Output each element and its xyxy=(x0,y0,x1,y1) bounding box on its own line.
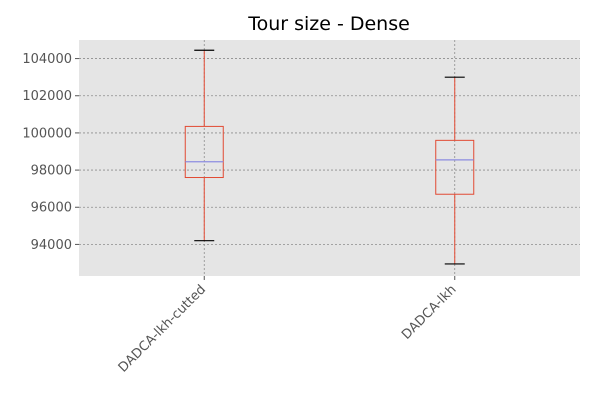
y-tick-label: 98000 xyxy=(31,164,72,179)
box-iqr xyxy=(184,125,224,179)
y-tick-labels: 94000 96000 98000 100000 102000 104000 xyxy=(22,52,79,253)
box-iqr xyxy=(435,139,475,195)
chart-title: Tour size - Dense xyxy=(247,13,410,35)
box-plots xyxy=(184,49,475,265)
y-tick-label: 94000 xyxy=(31,238,72,253)
y-tick-label: 96000 xyxy=(31,201,72,216)
box-plot-0 xyxy=(184,49,224,242)
box-plot-1 xyxy=(435,76,475,265)
y-tick-label: 104000 xyxy=(22,52,72,67)
x-tick-label: DADCA-lkh xyxy=(399,282,459,342)
plot-area xyxy=(79,40,580,276)
x-tick-labels: DADCA-lkh-cutted DADCA-lkh xyxy=(116,276,460,376)
y-tick-label: 100000 xyxy=(22,126,72,141)
x-tick-label: DADCA-lkh-cutted xyxy=(116,282,209,375)
y-tick-label: 102000 xyxy=(22,89,72,104)
